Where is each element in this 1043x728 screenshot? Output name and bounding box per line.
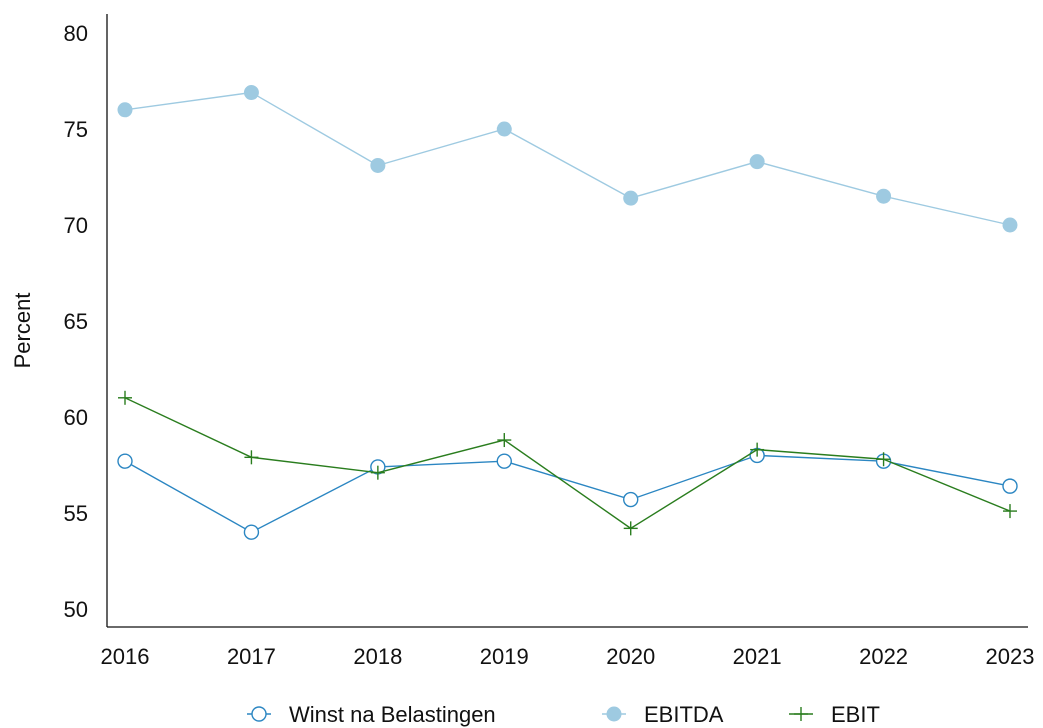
x-tick-label: 2021 [733,644,782,669]
x-tick-label: 2019 [480,644,529,669]
y-tick-label: 70 [64,213,88,238]
data-point-ebitda [749,154,765,170]
data-point-ebit [370,465,385,480]
data-point-winst-na-belastingen [623,491,639,508]
legend-marker [251,706,267,722]
data-point-winst-na-belastingen [117,453,133,469]
data-point-ebit [118,390,132,405]
data-point-ebit [876,452,891,467]
series-ebitda [117,85,1018,233]
x-tick-label: 2018 [353,644,402,669]
data-point-ebit [623,521,638,536]
data-point-ebitda [117,102,133,118]
series-winst-na-belastingen [117,447,1018,540]
data-point-ebitda [496,121,512,137]
series-line-ebitda [124,91,1011,226]
legend-item-winst-na-belastingen: Winst na Belastingen [247,702,496,727]
data-point-ebitda [623,190,639,206]
y-tick-label: 80 [64,21,88,46]
legend-marker [606,706,622,722]
legend-item-ebitda: EBITDA [602,702,724,727]
y-tick-label: 50 [64,597,88,622]
y-tick-label: 75 [64,117,88,142]
data-point-ebit [244,450,259,465]
x-tick-label: 2023 [986,644,1035,669]
x-tick-label: 2017 [227,644,276,669]
series-layer [117,85,1018,540]
x-tick-label: 2016 [101,644,150,669]
data-point-winst-na-belastingen [243,524,260,540]
data-point-ebit [497,433,512,448]
y-tick-label: 55 [64,501,88,526]
data-point-winst-na-belastingen [1002,478,1018,494]
series-line-ebit [124,397,1011,530]
series-line-winst-na-belastingen [124,454,1011,533]
legend: Winst na Belastingen EBITDA EBIT [247,702,880,727]
legend-label: EBITDA [644,702,724,727]
data-point-ebitda [243,85,259,101]
data-point-ebitda [1002,217,1018,233]
series-ebit [118,390,1017,536]
data-point-ebitda [370,157,386,173]
legend-label: EBIT [831,702,880,727]
legend-marker [794,707,808,721]
y-tick-label: 65 [64,309,88,334]
legend-label: Winst na Belastingen [289,702,496,727]
y-axis-title: Percent [10,293,35,369]
legend-item-ebit: EBIT [789,702,880,727]
data-point-ebitda [876,188,892,204]
data-point-ebit [1003,504,1017,519]
data-point-winst-na-belastingen [496,453,512,469]
axes: 50 55 60 65 70 75 80 2016 2017 2018 2019 2020 2021 20… [10,14,1034,669]
y-tick-label: 60 [64,405,88,430]
data-point-ebit [750,442,765,457]
x-tick-label: 2020 [606,644,655,669]
x-tick-label: 2022 [859,644,908,669]
